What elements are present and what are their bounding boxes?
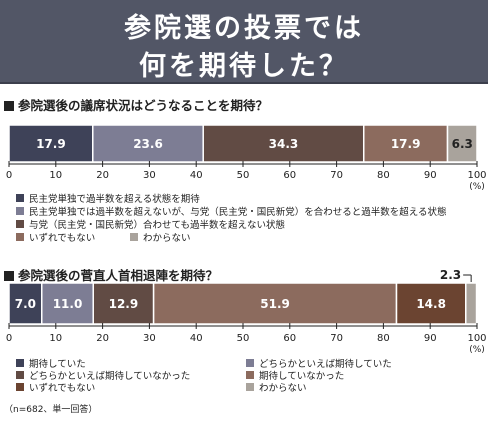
chart2-x-tick-label: 70 [330, 333, 343, 344]
chart1-x-tick-label: 50 [237, 170, 250, 181]
chart2-x-tick-label: 100 [467, 333, 486, 344]
chart2-x-tick-label: 90 [424, 333, 437, 344]
chart2-x-tick-label: 10 [49, 333, 62, 344]
legend-label: 期待していた [29, 359, 86, 370]
chart2-data-label-1: 7.0 [15, 297, 36, 311]
legend-label: どちらかといえば期待していなかった [29, 371, 191, 382]
chart1-data-label-4: 17.9 [391, 137, 421, 151]
legend-swatch [16, 233, 24, 241]
title-line-1: 参院選の投票では [124, 13, 364, 44]
chart1-legend-item: 与党（民主党・国民新党）合わせても過半数を超えない状態 [16, 217, 285, 231]
chart1-unit-label: (%) [469, 182, 485, 192]
chart1-data-label-1: 17.9 [36, 137, 66, 151]
legend-label: わからない [259, 383, 307, 394]
chart1-data-label-5: 6.3 [452, 137, 473, 151]
chart1-bar-segment-5 [446, 124, 478, 163]
chart2-legend-item: 期待していた [16, 356, 86, 370]
legend-swatch [16, 371, 24, 379]
legend-swatch [16, 194, 24, 202]
chart2-title: 参院選後の菅直人首相退陣を期待？ [4, 265, 218, 284]
chart2-bar-segment-1 [8, 282, 43, 325]
legend-label: いずれでもない [29, 383, 96, 394]
chart2-bar-segment-5 [395, 282, 467, 325]
legend-label: わからない [143, 233, 191, 244]
chart2-legend-item: どちらかといえば期待していなかった [16, 368, 190, 382]
chart1-x-tick-label: 70 [330, 170, 343, 181]
chart1-x-tick-label: 100 [467, 170, 486, 181]
chart1-x-tick-label: 20 [96, 170, 109, 181]
chart1-bar-segment-1 [8, 124, 94, 163]
legend-label: どちらかといえば期待していた [259, 359, 392, 370]
legend-swatch [246, 383, 254, 391]
chart1-x-tick-label: 40 [190, 170, 203, 181]
chart2-legend-item: 期待していなかった [246, 368, 344, 382]
chart2-bar-segment-4 [152, 282, 398, 325]
legend-label: 与党（民主党・国民新党）合わせても過半数を超えない状態 [29, 220, 286, 231]
chart1-title-text: 参院選後の議席状況はどうなることを期待？ [18, 98, 269, 113]
chart1-legend-item: 民主党単独で過半数を超える状態を期待 [16, 191, 200, 205]
legend-swatch [16, 383, 24, 391]
chart2-data-label-4: 51.9 [260, 297, 290, 311]
square-bullet-icon [4, 101, 14, 111]
square-bullet-icon [4, 271, 14, 281]
chart1-x-tick-label: 90 [424, 170, 437, 181]
chart2-x-tick-label: 80 [377, 333, 390, 344]
chart1-legend-item: わからない [130, 230, 191, 244]
chart2-title-text: 参院選後の菅直人首相退陣を期待？ [18, 268, 219, 283]
chart1-x-tick-label: 30 [143, 170, 156, 181]
chart1-title: 参院選後の議席状況はどうなることを期待？ [4, 95, 268, 114]
chart2-x-tick-label: 0 [6, 333, 12, 344]
chart2-x-tick-label: 50 [237, 333, 250, 344]
legend-label: 民主党単独では過半数を超えないが、与党（民主党・国民新党）を合わせると過半数を超… [29, 207, 447, 218]
chart1-data-label-3: 34.3 [269, 137, 299, 151]
title-line-2: 何を期待した？ [139, 51, 349, 82]
legend-swatch [246, 359, 254, 367]
legend-label: 期待していなかった [259, 371, 345, 382]
chart2-legend-item: いずれでもない [16, 380, 95, 394]
chart2-data-label-2: 11.0 [53, 297, 83, 311]
legend-label: 民主党単独で過半数を超える状態を期待 [29, 194, 200, 205]
chart1-x-tick-label: 0 [6, 170, 12, 181]
chart2-bar-segment-6 [465, 282, 478, 325]
chart1-x-tick-label: 80 [377, 170, 390, 181]
legend-label: いずれでもない [29, 233, 96, 244]
chart1-x-tick-label: 60 [283, 170, 296, 181]
sample-note: （n=682、単一回答） [4, 405, 98, 415]
legend-swatch [16, 220, 24, 228]
title-banner: 参院選の投票では 何を期待した？ [0, 0, 488, 84]
chart1-legend-item: いずれでもない [16, 230, 95, 244]
chart1-data-label-2: 23.6 [133, 137, 163, 151]
chart2-x-tick-label: 30 [143, 333, 156, 344]
chart2-unit-label: (%) [469, 345, 485, 355]
chart2-bar-segment-3 [92, 282, 155, 325]
chart2-data-label-5: 14.8 [416, 297, 446, 311]
chart2-x-tick-label: 60 [283, 333, 296, 344]
legend-swatch [130, 233, 138, 241]
chart1-x-tick-label: 10 [49, 170, 62, 181]
legend-swatch [16, 359, 24, 367]
chart2-data-label-6: 2.3 [440, 268, 461, 282]
chart1-legend-item: 民主党単独では過半数を超えないが、与党（民主党・国民新党）を合わせると過半数を超… [16, 204, 447, 218]
chart2-legend-item: どちらかといえば期待していた [246, 356, 392, 370]
chart2-legend-item: わからない [246, 380, 307, 394]
legend-swatch [246, 371, 254, 379]
legend-swatch [16, 207, 24, 215]
chart2-x-tick-label: 20 [96, 333, 109, 344]
chart2-x-tick-label: 40 [190, 333, 203, 344]
chart2-data-label-3: 12.9 [109, 297, 139, 311]
